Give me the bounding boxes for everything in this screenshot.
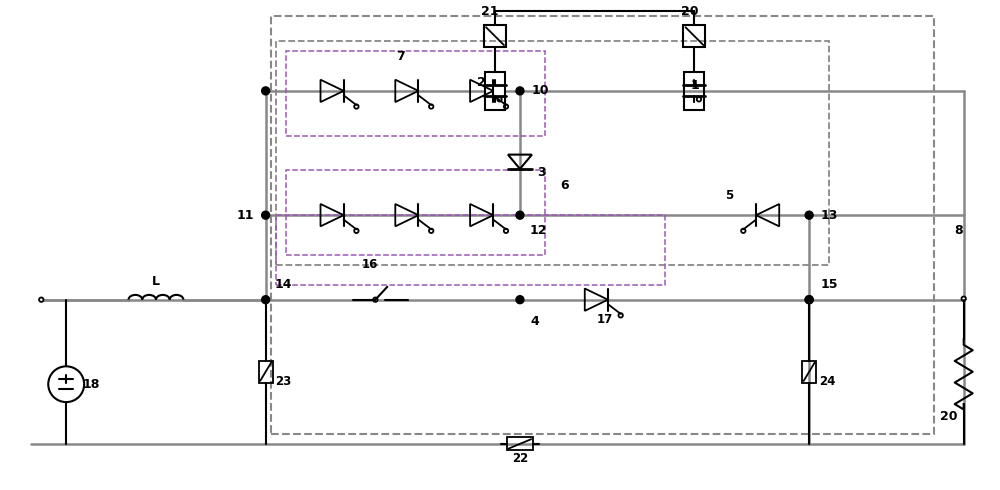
Circle shape bbox=[262, 211, 270, 219]
Circle shape bbox=[805, 295, 813, 304]
Text: 3: 3 bbox=[538, 167, 546, 179]
Text: 5: 5 bbox=[725, 189, 733, 202]
Circle shape bbox=[262, 87, 270, 95]
Text: 10: 10 bbox=[531, 84, 549, 98]
Circle shape bbox=[516, 87, 524, 95]
Text: 17: 17 bbox=[597, 313, 613, 326]
Text: 22: 22 bbox=[512, 452, 528, 466]
Circle shape bbox=[516, 211, 524, 219]
Text: 16: 16 bbox=[362, 258, 379, 271]
Text: 24: 24 bbox=[819, 375, 835, 388]
Circle shape bbox=[504, 104, 508, 109]
Circle shape bbox=[354, 229, 359, 233]
Text: 13: 13 bbox=[820, 209, 838, 221]
Text: 20: 20 bbox=[681, 5, 698, 18]
Text: 4: 4 bbox=[531, 315, 539, 328]
Circle shape bbox=[618, 313, 623, 318]
Text: 6: 6 bbox=[561, 179, 569, 192]
Circle shape bbox=[962, 296, 966, 301]
Text: 21: 21 bbox=[481, 5, 499, 18]
Text: 1: 1 bbox=[690, 79, 699, 93]
Circle shape bbox=[497, 97, 502, 101]
Text: 7: 7 bbox=[396, 49, 405, 63]
Text: 20: 20 bbox=[940, 410, 958, 423]
Text: 14: 14 bbox=[275, 278, 292, 291]
Text: L: L bbox=[152, 275, 160, 288]
Circle shape bbox=[373, 297, 378, 302]
Text: 12: 12 bbox=[529, 223, 547, 237]
Text: 23: 23 bbox=[275, 375, 292, 388]
Text: 11: 11 bbox=[237, 209, 254, 221]
Text: 8: 8 bbox=[954, 223, 963, 237]
Circle shape bbox=[39, 297, 43, 302]
Text: 15: 15 bbox=[820, 278, 838, 291]
Circle shape bbox=[805, 211, 813, 219]
Circle shape bbox=[429, 104, 433, 109]
Circle shape bbox=[805, 295, 813, 304]
Circle shape bbox=[697, 97, 701, 101]
Circle shape bbox=[354, 104, 359, 109]
Circle shape bbox=[504, 229, 508, 233]
Circle shape bbox=[262, 295, 270, 304]
Circle shape bbox=[516, 295, 524, 304]
Text: 18: 18 bbox=[82, 378, 100, 391]
Circle shape bbox=[429, 229, 433, 233]
Text: 2: 2 bbox=[477, 76, 485, 89]
Circle shape bbox=[741, 229, 746, 233]
